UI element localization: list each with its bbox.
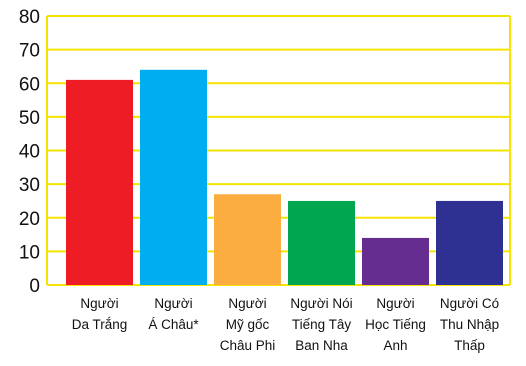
x-tick-label-line: Á Châu* <box>148 317 199 332</box>
bar <box>362 237 429 285</box>
x-tick-label-line: Mỹ gốc <box>226 317 270 332</box>
y-tick-label: 10 <box>19 242 40 263</box>
x-tick-label-line: Người <box>228 296 266 311</box>
bar <box>214 194 281 285</box>
y-tick-label: 80 <box>19 7 40 28</box>
y-tick-label: 40 <box>19 142 40 163</box>
x-tick-label-line: Tiếng Tây <box>292 317 352 332</box>
y-axis-ticks: 0 10 20 30 40 50 60 70 80 <box>19 7 40 297</box>
x-tick-label-line: Châu Phi <box>220 338 276 353</box>
bar <box>66 79 133 285</box>
x-tick-label-line: Da Trắng <box>72 317 128 332</box>
x-tick-label-line: Thu Nhập <box>440 317 499 332</box>
x-tick-label: Người Nói Tiếng Tây Ban Nha <box>290 296 352 353</box>
x-tick-label-line: Học Tiếng <box>365 317 426 332</box>
bar <box>140 69 207 285</box>
x-axis-labels: Người Da Trắng Người Á Châu* Người Mỹ gốc Châu… <box>72 296 499 353</box>
y-tick-label: 70 <box>19 41 40 62</box>
x-tick-label-line: Người <box>376 296 414 311</box>
x-tick-label: Người Học Tiếng Anh <box>365 296 426 353</box>
y-tick-label: 50 <box>19 108 40 129</box>
x-tick-label: Người Có Thu Nhập Thấp <box>440 296 499 353</box>
x-tick-label: Người Da Trắng <box>72 296 128 332</box>
x-tick-label-line: Người <box>80 296 118 311</box>
bar <box>436 200 503 285</box>
x-tick-label: Người Mỹ gốc Châu Phi <box>220 296 276 353</box>
x-tick-label-line: Anh <box>383 338 407 353</box>
y-tick-label: 20 <box>19 209 40 230</box>
x-tick-label-line: Người Có <box>440 296 499 311</box>
bar <box>288 200 355 285</box>
x-tick-label-line: Thấp <box>454 338 485 353</box>
x-tick-label: Người Á Châu* <box>148 296 199 332</box>
x-tick-label-line: Ban Nha <box>295 338 348 353</box>
y-tick-label: 0 <box>29 276 40 297</box>
x-tick-label-line: Người <box>154 296 192 311</box>
bars <box>66 69 503 285</box>
y-tick-label: 30 <box>19 175 40 196</box>
x-tick-label-line: Người Nói <box>290 296 352 311</box>
y-tick-label: 60 <box>19 74 40 95</box>
